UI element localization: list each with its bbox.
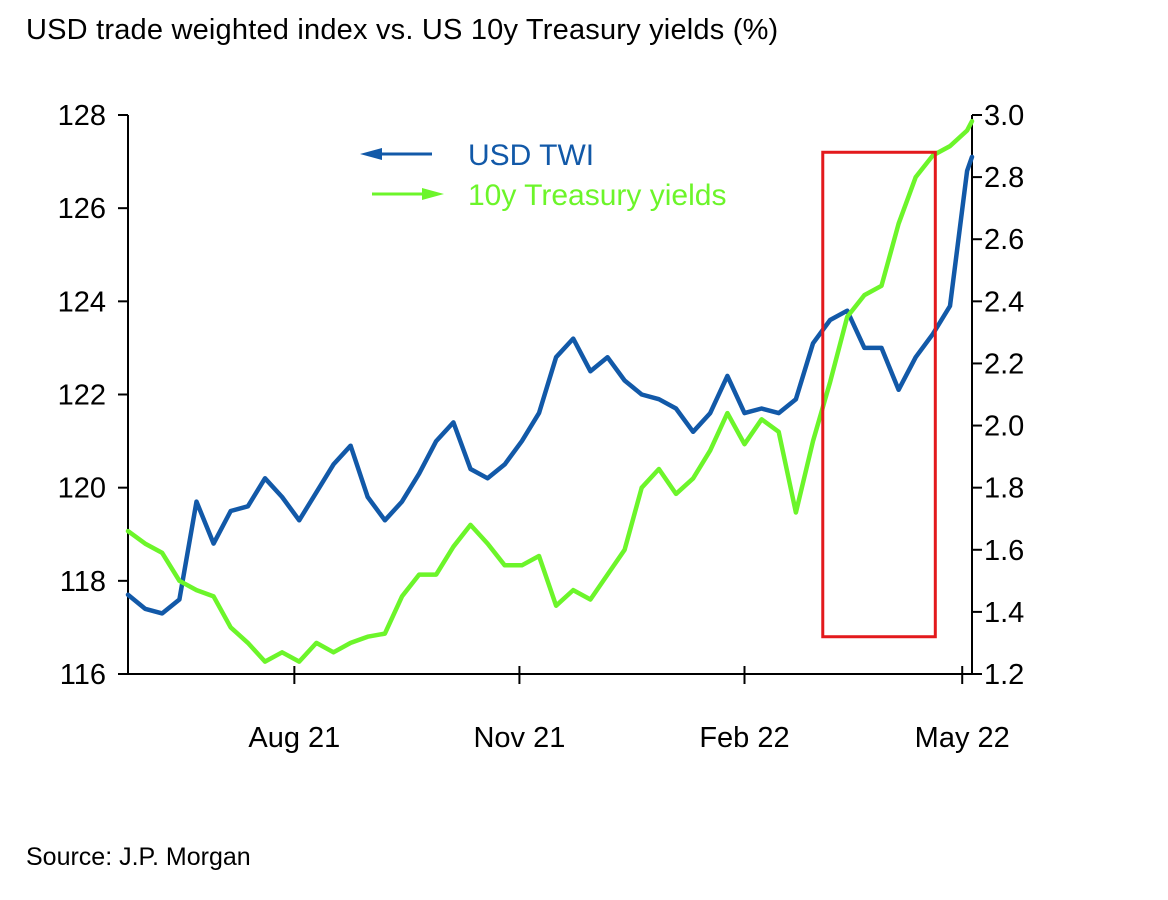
x-tick-label: Aug 21 xyxy=(248,722,340,754)
left-tick-label: 120 xyxy=(58,473,106,505)
treasury-yield-line xyxy=(125,118,975,664)
right-tick-label: 2.2 xyxy=(984,348,1024,380)
legend-arrow-right-icon xyxy=(422,188,444,200)
left-tick-label: 118 xyxy=(60,566,106,598)
right-tick-label: 2.6 xyxy=(984,224,1024,256)
right-tick-label: 1.4 xyxy=(984,597,1024,629)
left-tick-label: 116 xyxy=(60,659,106,691)
legend-item-usd-twi: USD TWI xyxy=(360,139,594,172)
axes-group: 116 118 120 122 124 126 128 1.2 1.4 1.6 1.8 2.0 2.2 2… xyxy=(58,100,1025,754)
series-layer xyxy=(125,118,975,664)
usd-twi-line xyxy=(125,154,975,616)
legend-label: USD TWI xyxy=(468,139,594,172)
right-tick-label: 1.2 xyxy=(984,659,1024,691)
right-tick-label: 1.6 xyxy=(984,535,1024,567)
source-note: Source: J.P. Morgan xyxy=(26,843,251,871)
legend-item-treasury-yields: 10y Treasury yields xyxy=(372,179,726,212)
right-tick-label: 1.8 xyxy=(984,473,1024,505)
left-tick-label: 126 xyxy=(58,193,106,225)
x-tick-label: Feb 22 xyxy=(699,722,789,754)
chart-title: USD trade weighted index vs. US 10y Trea… xyxy=(26,14,779,46)
highlight-box xyxy=(821,150,937,639)
legend-label: 10y Treasury yields xyxy=(468,179,726,212)
right-tick-label: 2.4 xyxy=(984,286,1024,318)
x-tick-label: May 22 xyxy=(915,722,1010,754)
legend: USD TWI 10y Treasury yields xyxy=(360,139,726,212)
left-tick-label: 124 xyxy=(58,286,106,318)
left-tick-label: 122 xyxy=(58,380,106,412)
left-tick-label: 128 xyxy=(58,100,106,132)
x-tick-label: Nov 21 xyxy=(473,722,565,754)
legend-arrow-left-icon xyxy=(360,148,382,160)
right-tick-label: 3.0 xyxy=(984,100,1024,132)
right-tick-label: 2.8 xyxy=(984,162,1024,194)
right-tick-label: 2.0 xyxy=(984,411,1024,443)
